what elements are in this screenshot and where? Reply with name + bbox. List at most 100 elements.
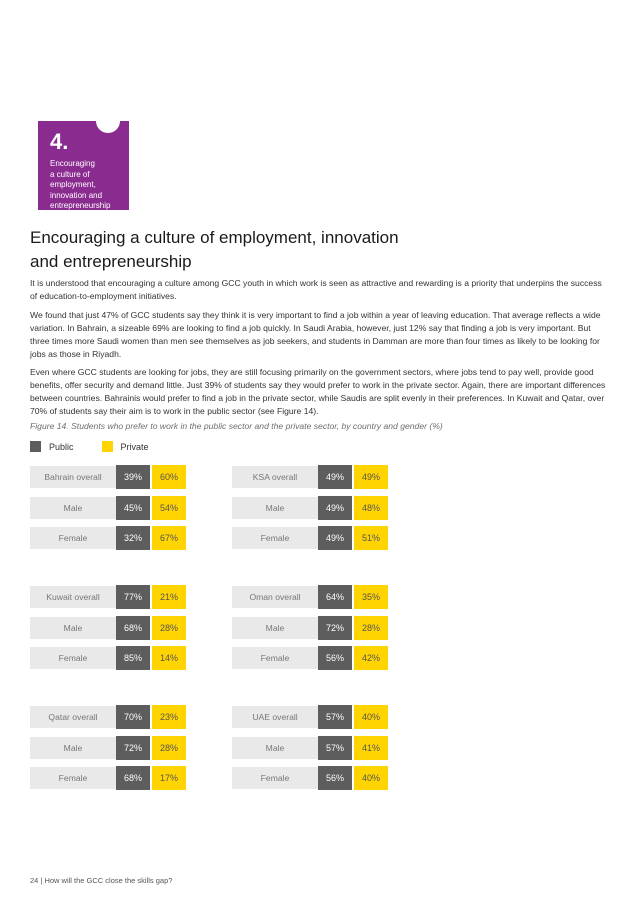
chart-row: Female 32% 67% bbox=[30, 526, 190, 557]
chart-row: Female 56% 42% bbox=[232, 646, 392, 677]
row-label: Kuwait overall bbox=[30, 586, 116, 608]
badge-line: innovation and bbox=[50, 190, 103, 200]
row-label: UAE overall bbox=[232, 706, 318, 728]
legend-private-label: Private bbox=[120, 441, 149, 452]
private-value: 41% bbox=[354, 735, 388, 760]
public-value: 56% bbox=[318, 646, 352, 670]
legend-private-swatch bbox=[101, 441, 113, 452]
row-label: Female bbox=[30, 647, 116, 669]
private-value: 42% bbox=[354, 646, 388, 670]
private-value: 40% bbox=[354, 766, 388, 790]
chart-row: Qatar overall 70% 23% bbox=[30, 705, 190, 736]
section-badge: 4. Encouraging a culture of employment, … bbox=[38, 109, 130, 212]
public-value: 49% bbox=[318, 526, 352, 550]
chart-row: Female 56% 40% bbox=[232, 766, 392, 797]
chart-group-oman: Oman overall 64% 35% Male 72% 28% Female… bbox=[232, 585, 392, 677]
legend-public-label: Public bbox=[49, 441, 74, 452]
body-paragraph: We found that just 47% of GCC students s… bbox=[30, 310, 601, 359]
section-number: 4. bbox=[50, 129, 69, 154]
public-value: 45% bbox=[116, 495, 150, 520]
row-label: Male bbox=[30, 736, 116, 759]
badge-line: entrepreneurship bbox=[50, 201, 111, 210]
page-footer: 24 | How will the GCC close the skills g… bbox=[30, 876, 173, 885]
public-value: 57% bbox=[318, 705, 352, 729]
chart-row: Male 49% 48% bbox=[232, 495, 392, 527]
chart-row: Male 72% 28% bbox=[30, 735, 190, 767]
private-value: 28% bbox=[152, 615, 186, 640]
public-value: 64% bbox=[318, 585, 352, 609]
row-label: KSA overall bbox=[232, 466, 318, 488]
section-badge-text: Encouraging a culture of employment, inn… bbox=[50, 159, 130, 212]
badge-line: Encouraging bbox=[50, 159, 95, 168]
chart-group-ksa: KSA overall 49% 49% Male 49% 48% Female … bbox=[232, 465, 392, 557]
chart-row: Male 45% 54% bbox=[30, 495, 190, 527]
private-value: 48% bbox=[354, 495, 388, 520]
public-value: 57% bbox=[318, 735, 352, 760]
public-value: 77% bbox=[116, 585, 150, 609]
public-value: 49% bbox=[318, 495, 352, 520]
row-label: Male bbox=[232, 496, 318, 519]
public-value: 72% bbox=[116, 735, 150, 760]
private-value: 35% bbox=[354, 585, 388, 609]
row-label: Female bbox=[30, 767, 116, 789]
public-value: 49% bbox=[318, 465, 352, 489]
chart-group-bahrain: Bahrain overall 39% 60% Male 45% 54% Fem… bbox=[30, 465, 190, 557]
row-label: Oman overall bbox=[232, 586, 318, 608]
chart-row: Oman overall 64% 35% bbox=[232, 585, 392, 616]
chart-row: Kuwait overall 77% 21% bbox=[30, 585, 190, 616]
chart-row: UAE overall 57% 40% bbox=[232, 705, 392, 736]
public-value: 85% bbox=[116, 646, 150, 670]
legend-public: Public bbox=[30, 441, 74, 452]
public-value: 39% bbox=[116, 465, 150, 489]
private-value: 67% bbox=[152, 526, 186, 550]
chart-row: Bahrain overall 39% 60% bbox=[30, 465, 190, 496]
public-value: 56% bbox=[318, 766, 352, 790]
public-value: 32% bbox=[116, 526, 150, 550]
private-value: 14% bbox=[152, 646, 186, 670]
private-value: 23% bbox=[152, 705, 186, 729]
chart-row: Male 68% 28% bbox=[30, 615, 190, 647]
row-label: Female bbox=[232, 527, 318, 549]
legend-private: Private bbox=[101, 441, 149, 452]
row-label: Male bbox=[232, 616, 318, 639]
private-value: 40% bbox=[354, 705, 388, 729]
private-value: 60% bbox=[152, 465, 186, 489]
row-label: Male bbox=[232, 736, 318, 759]
chart-row: Female 49% 51% bbox=[232, 526, 392, 557]
figure-caption: Figure 14. Students who prefer to work i… bbox=[30, 421, 443, 431]
private-value: 21% bbox=[152, 585, 186, 609]
public-value: 72% bbox=[318, 615, 352, 640]
row-label: Female bbox=[30, 527, 116, 549]
chart-row: Male 57% 41% bbox=[232, 735, 392, 767]
chart-row: Male 72% 28% bbox=[232, 615, 392, 647]
chart-legend: Public Private bbox=[30, 441, 177, 452]
private-value: 51% bbox=[354, 526, 388, 550]
chart-group-uae: UAE overall 57% 40% Male 57% 41% Female … bbox=[232, 705, 392, 797]
row-label: Bahrain overall bbox=[30, 466, 116, 488]
private-value: 54% bbox=[152, 495, 186, 520]
heading-line-1: Encouraging a culture of employment, inn… bbox=[30, 228, 399, 247]
body-paragraph: It is understood that encouraging a cult… bbox=[30, 278, 602, 301]
private-value: 28% bbox=[354, 615, 388, 640]
public-value: 68% bbox=[116, 615, 150, 640]
public-value: 68% bbox=[116, 766, 150, 790]
body-paragraph: Even where GCC students are looking for … bbox=[30, 367, 606, 416]
page-heading: Encouraging a culture of employment, inn… bbox=[30, 226, 590, 274]
badge-notch bbox=[96, 109, 120, 133]
public-value: 70% bbox=[116, 705, 150, 729]
badge-line: a culture of bbox=[50, 169, 90, 179]
chart-row: Female 68% 17% bbox=[30, 766, 190, 797]
row-label: Female bbox=[232, 647, 318, 669]
legend-public-swatch bbox=[30, 441, 41, 452]
row-label: Female bbox=[232, 767, 318, 789]
badge-line: employment, bbox=[50, 180, 96, 189]
private-value: 49% bbox=[354, 465, 388, 489]
private-value: 28% bbox=[152, 735, 186, 760]
row-label: Male bbox=[30, 616, 116, 639]
private-value: 17% bbox=[152, 766, 186, 790]
row-label: Qatar overall bbox=[30, 706, 116, 728]
row-label: Male bbox=[30, 496, 116, 519]
chart-row: KSA overall 49% 49% bbox=[232, 465, 392, 496]
chart-row: Female 85% 14% bbox=[30, 646, 190, 677]
chart-group-kuwait: Kuwait overall 77% 21% Male 68% 28% Fema… bbox=[30, 585, 190, 677]
